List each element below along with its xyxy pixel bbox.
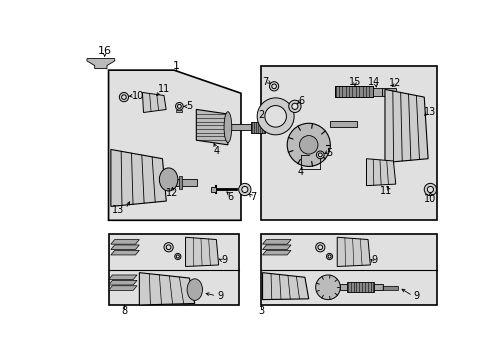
Polygon shape (196, 109, 227, 145)
Circle shape (299, 136, 317, 154)
Bar (250, 122, 264, 132)
Bar (329, 121, 357, 127)
Text: 9: 9 (221, 255, 226, 265)
Circle shape (427, 186, 432, 193)
Polygon shape (111, 239, 139, 244)
Text: 6: 6 (227, 192, 233, 202)
Text: 11: 11 (158, 84, 170, 94)
Circle shape (176, 255, 179, 258)
Polygon shape (262, 273, 308, 300)
Bar (261, 66, 436, 220)
Polygon shape (366, 159, 395, 186)
Text: 10: 10 (131, 91, 143, 100)
Text: 15: 15 (348, 77, 361, 87)
Text: 9: 9 (217, 291, 223, 301)
Text: 10: 10 (424, 194, 436, 204)
Text: 7: 7 (261, 77, 267, 87)
Text: 2: 2 (257, 110, 264, 120)
Polygon shape (185, 237, 218, 266)
Text: 9: 9 (413, 291, 419, 301)
Text: 13: 13 (424, 108, 436, 117)
Text: 7: 7 (250, 192, 256, 202)
Polygon shape (108, 275, 137, 280)
Polygon shape (337, 237, 369, 266)
Bar (176, 110, 182, 112)
Bar (179, 176, 182, 189)
Polygon shape (262, 245, 290, 249)
Bar (108, 234, 239, 305)
Polygon shape (108, 286, 137, 291)
Polygon shape (142, 93, 166, 112)
Ellipse shape (159, 168, 178, 191)
Text: 8: 8 (121, 306, 127, 316)
Polygon shape (384, 89, 427, 163)
Text: 1: 1 (172, 61, 180, 71)
Circle shape (291, 103, 297, 109)
Polygon shape (262, 250, 290, 255)
Text: 9: 9 (370, 255, 376, 265)
Circle shape (175, 103, 183, 110)
Polygon shape (111, 149, 166, 206)
Bar (381, 88, 395, 95)
Circle shape (269, 82, 278, 91)
Circle shape (257, 98, 293, 135)
Circle shape (241, 186, 247, 193)
Circle shape (317, 245, 322, 249)
Circle shape (316, 151, 324, 159)
Polygon shape (87, 59, 115, 69)
Circle shape (238, 183, 250, 195)
Text: 16: 16 (98, 46, 111, 56)
Polygon shape (108, 280, 137, 285)
Bar (261, 234, 436, 305)
Bar (334, 86, 373, 97)
Circle shape (326, 253, 332, 260)
Circle shape (315, 243, 324, 252)
Text: 11: 11 (379, 186, 391, 196)
Circle shape (315, 275, 340, 300)
Bar (346, 282, 373, 292)
Text: 6: 6 (297, 96, 304, 106)
Text: 3: 3 (257, 306, 264, 316)
Polygon shape (262, 239, 290, 244)
Circle shape (122, 95, 126, 99)
Text: 13: 13 (111, 205, 123, 215)
Circle shape (424, 183, 436, 195)
Circle shape (166, 245, 171, 249)
Circle shape (286, 123, 329, 166)
Text: 5: 5 (326, 148, 332, 158)
Bar (340, 284, 382, 289)
Circle shape (327, 255, 330, 258)
Polygon shape (108, 70, 241, 220)
Bar (227, 124, 250, 130)
Circle shape (174, 253, 181, 260)
Text: 4: 4 (297, 167, 304, 177)
Circle shape (264, 105, 286, 127)
Bar (210, 187, 216, 192)
Bar (382, 286, 397, 289)
Circle shape (163, 243, 173, 252)
Text: 4: 4 (213, 146, 219, 156)
Circle shape (119, 93, 128, 102)
Circle shape (271, 84, 276, 89)
Text: 12: 12 (388, 78, 400, 88)
Ellipse shape (224, 112, 231, 143)
Circle shape (318, 153, 322, 157)
Text: 14: 14 (367, 77, 380, 87)
Circle shape (177, 104, 181, 108)
Bar (162, 179, 197, 186)
Text: 12: 12 (166, 188, 178, 198)
Circle shape (288, 100, 301, 112)
Ellipse shape (187, 279, 202, 300)
Polygon shape (111, 245, 139, 249)
Polygon shape (139, 273, 194, 305)
Bar (372, 88, 381, 95)
Polygon shape (111, 250, 139, 255)
Text: 5: 5 (186, 101, 192, 111)
